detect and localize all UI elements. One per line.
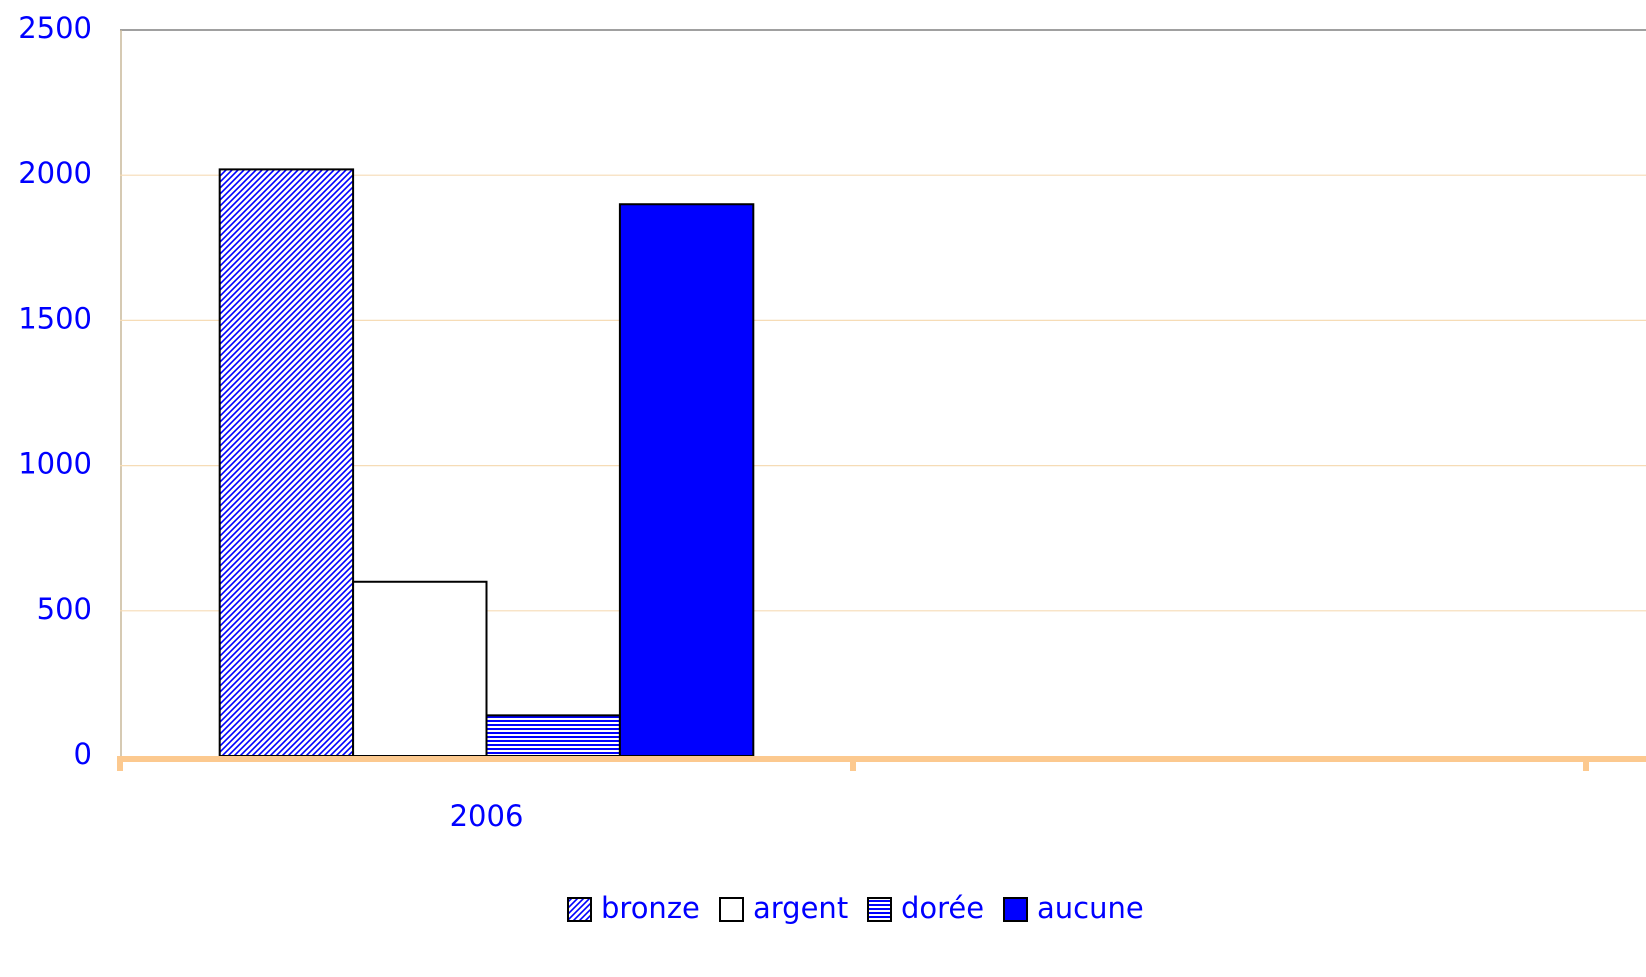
legend-label: aucune [1037,891,1144,925]
legend-swatch [567,897,592,922]
legend-label: bronze [601,891,700,925]
bar [618,203,755,758]
bar [218,168,355,757]
y-tick-label: 1000 [18,447,92,481]
bar [352,580,488,758]
legend-label: dorée [901,891,984,925]
y-tick-label: 2500 [18,11,92,45]
y-tick-label: 0 [74,737,92,771]
legend-swatch [867,897,892,922]
x-tick-label: 2006 [450,799,524,833]
y-tick-label: 1500 [18,301,92,335]
legend-swatch [1003,897,1028,922]
legend-label: argent [753,891,848,925]
bar [485,714,621,757]
y-tick-label: 500 [37,592,92,626]
legend-swatch [719,897,744,922]
y-tick-label: 2000 [18,156,92,190]
